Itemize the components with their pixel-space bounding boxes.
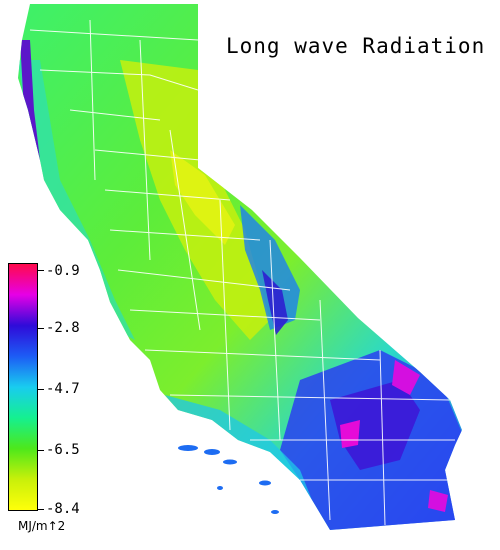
legend-tick-label: -6.5 <box>46 442 80 458</box>
color-scale-bar <box>8 263 38 511</box>
map-title: Long wave Radiation <box>226 34 486 58</box>
north-coast-fringe <box>20 40 40 160</box>
sierra-deep-region <box>262 270 288 335</box>
desert-deep-region <box>330 380 420 470</box>
sierra-low-region <box>240 205 300 330</box>
legend-units: MJ/m↑2 <box>18 519 66 533</box>
legend-tick-label: -4.7 <box>46 381 80 397</box>
coast-low-region <box>18 60 135 340</box>
legend-tick <box>38 509 44 510</box>
desert-magenta-patch-1 <box>392 360 420 395</box>
legend-tick-label: -0.9 <box>46 263 80 279</box>
channel-islands <box>178 445 279 514</box>
legend-tick <box>38 389 44 390</box>
legend-tick <box>38 450 44 451</box>
desert-magenta-patch-3 <box>428 490 448 512</box>
desert-magenta-patch-2 <box>340 420 360 448</box>
legend-tick-label: -2.8 <box>46 320 80 336</box>
legend-tick-label: -8.4 <box>46 501 80 517</box>
county-lines <box>29 19 455 526</box>
legend-tick <box>38 270 44 271</box>
legend-tick <box>38 328 44 329</box>
